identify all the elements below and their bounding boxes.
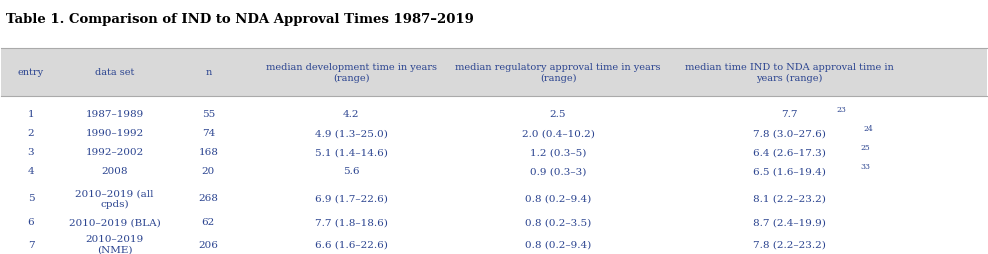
Text: 62: 62 <box>202 217 215 226</box>
Text: 5: 5 <box>28 194 35 203</box>
Text: 55: 55 <box>202 110 215 119</box>
Text: 8.1 (2.2–23.2): 8.1 (2.2–23.2) <box>753 194 826 203</box>
Text: 2.0 (0.4–10.2): 2.0 (0.4–10.2) <box>522 129 595 138</box>
Text: 7.7 (1.8–18.6): 7.7 (1.8–18.6) <box>315 217 387 226</box>
Text: 7.8 (3.0–27.6): 7.8 (3.0–27.6) <box>753 129 826 138</box>
Text: 1990–1992: 1990–1992 <box>86 129 144 138</box>
Text: 2008: 2008 <box>102 167 127 176</box>
Text: data set: data set <box>95 68 134 77</box>
Text: 33: 33 <box>861 162 870 170</box>
Text: 4.2: 4.2 <box>343 110 360 119</box>
Text: 4.9 (1.3–25.0): 4.9 (1.3–25.0) <box>315 129 387 138</box>
Bar <box>1 49 987 97</box>
Text: 0.8 (0.2–3.5): 0.8 (0.2–3.5) <box>525 217 591 226</box>
Text: 1992–2002: 1992–2002 <box>86 148 144 157</box>
Text: 20: 20 <box>202 167 215 176</box>
Text: 23: 23 <box>837 105 847 113</box>
Text: 8.7 (2.4–19.9): 8.7 (2.4–19.9) <box>753 217 826 226</box>
Text: median time IND to NDA approval time in
years (range): median time IND to NDA approval time in … <box>686 63 894 82</box>
Text: 4: 4 <box>28 167 35 176</box>
Text: 7: 7 <box>28 240 35 249</box>
Text: 6.6 (1.6–22.6): 6.6 (1.6–22.6) <box>315 240 387 249</box>
Text: 5.6: 5.6 <box>343 167 360 176</box>
Text: 6.9 (1.7–22.6): 6.9 (1.7–22.6) <box>315 194 387 203</box>
Text: n: n <box>206 68 211 77</box>
Text: 7.8 (2.2–23.2): 7.8 (2.2–23.2) <box>753 240 826 249</box>
Text: Table 1. Comparison of IND to NDA Approval Times 1987–2019: Table 1. Comparison of IND to NDA Approv… <box>6 13 474 26</box>
Text: 2010–2019
(NME): 2010–2019 (NME) <box>86 234 144 254</box>
Text: 25: 25 <box>861 143 870 151</box>
Text: median regulatory approval time in years
(range): median regulatory approval time in years… <box>455 63 661 82</box>
Text: 2: 2 <box>28 129 35 138</box>
Text: 6: 6 <box>28 217 35 226</box>
Text: 3: 3 <box>28 148 35 157</box>
Text: median development time in years
(range): median development time in years (range) <box>266 63 437 82</box>
Text: 7.7: 7.7 <box>782 110 798 119</box>
Text: 6.5 (1.6–19.4): 6.5 (1.6–19.4) <box>753 167 826 176</box>
Text: 2.5: 2.5 <box>549 110 566 119</box>
Text: 0.9 (0.3–3): 0.9 (0.3–3) <box>530 167 586 176</box>
Text: 168: 168 <box>199 148 218 157</box>
Text: 2010–2019 (BLA): 2010–2019 (BLA) <box>69 217 161 226</box>
Text: 0.8 (0.2–9.4): 0.8 (0.2–9.4) <box>525 194 591 203</box>
Text: 24: 24 <box>864 124 873 132</box>
Text: 1: 1 <box>28 110 35 119</box>
Text: 6.4 (2.6–17.3): 6.4 (2.6–17.3) <box>753 148 826 157</box>
Text: entry: entry <box>18 68 44 77</box>
Text: 0.8 (0.2–9.4): 0.8 (0.2–9.4) <box>525 240 591 249</box>
Text: 5.1 (1.4–14.6): 5.1 (1.4–14.6) <box>315 148 387 157</box>
Text: 1.2 (0.3–5): 1.2 (0.3–5) <box>530 148 586 157</box>
Text: 1987–1989: 1987–1989 <box>86 110 144 119</box>
Text: 268: 268 <box>199 194 218 203</box>
Text: 2010–2019 (all
cpds): 2010–2019 (all cpds) <box>75 188 154 208</box>
Text: 74: 74 <box>202 129 215 138</box>
Text: 206: 206 <box>199 240 218 249</box>
